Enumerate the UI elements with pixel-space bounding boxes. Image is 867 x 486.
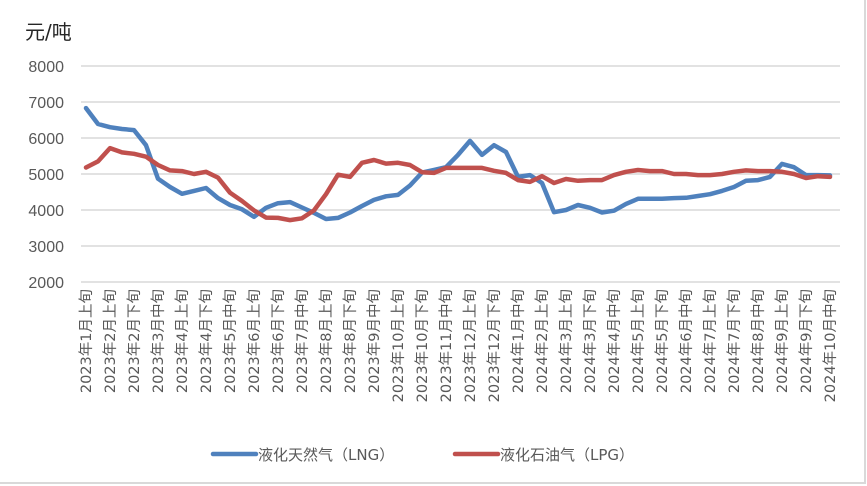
x-tick-label: 2023年7月中旬 [294,289,311,393]
x-tick-label: 2024年5月上旬 [630,289,647,393]
x-tick-label: 2023年4月下旬 [198,289,215,393]
x-tick-label: 2024年5月下旬 [654,289,671,393]
x-tick-label: 2024年7月下旬 [726,289,743,393]
lpg-series-line [83,145,833,223]
y-tick-label: 2000 [28,275,64,292]
x-tick-label: 2023年2月下旬 [126,289,143,393]
x-tick-label: 2024年10月中旬 [822,289,839,402]
x-tick-label: 2023年10月上旬 [390,289,407,402]
x-tick-label: 2024年1月中旬 [510,289,527,393]
x-tick-label: 2024年4月中旬 [606,289,623,393]
x-tick-label: 2023年6月上旬 [246,289,263,393]
x-tick-label: 2023年6月下旬 [270,289,287,393]
series-lines [83,105,833,223]
x-axis-ticks: 2023年1月上旬 2023年2月上旬 2023年2月下旬 2023年3月中旬 2023… [78,289,839,402]
x-tick-label: 2024年7月上旬 [702,289,719,393]
legend: 液化天然气（LNG） 液化石油气（LPG） [210,446,634,464]
y-tick-label: 4000 [28,203,64,220]
legend-label-lng: 液化天然气（LNG） [258,446,394,464]
y-axis-ticks: 2000 3000 4000 5000 6000 7000 8000 [28,59,64,292]
y-axis-unit-label: 元/吨 [25,20,72,44]
x-tick-label: 2023年8月下旬 [342,289,359,393]
y-tick-label: 8000 [28,59,64,76]
x-tick-label: 2024年8月中旬 [750,289,767,393]
legend-label-lpg: 液化石油气（LPG） [500,446,634,464]
x-tick-label: 2023年2月上旬 [102,289,119,393]
x-tick-label: 2024年9月下旬 [798,289,815,393]
y-tick-label: 6000 [28,131,64,148]
x-tick-label: 2024年3月下旬 [582,289,599,393]
x-tick-label: 2023年4月上旬 [174,289,191,393]
x-tick-label: 2024年2月上旬 [534,289,551,393]
x-tick-label: 2023年12月上旬 [462,289,479,402]
x-tick-label: 2023年1月上旬 [78,289,95,393]
x-tick-label: 2023年12月下旬 [486,289,503,402]
x-tick-label: 2023年9月中旬 [366,289,383,393]
x-tick-label: 2024年9月上旬 [774,289,791,393]
x-tick-label: 2024年6月中旬 [678,289,695,393]
x-tick-label: 2023年10月下旬 [414,289,431,402]
y-tick-label: 5000 [28,167,64,184]
y-tick-label: 7000 [28,95,64,112]
lng-series-line [83,105,833,222]
x-tick-label: 2023年3月中旬 [150,289,167,393]
x-tick-label: 2024年3月上旬 [558,289,575,393]
x-tick-label: 2023年5月中旬 [222,289,239,393]
y-tick-label: 3000 [28,239,64,256]
x-tick-label: 2023年11月中旬 [438,289,455,402]
x-tick-label: 2023年8月上旬 [318,289,335,393]
